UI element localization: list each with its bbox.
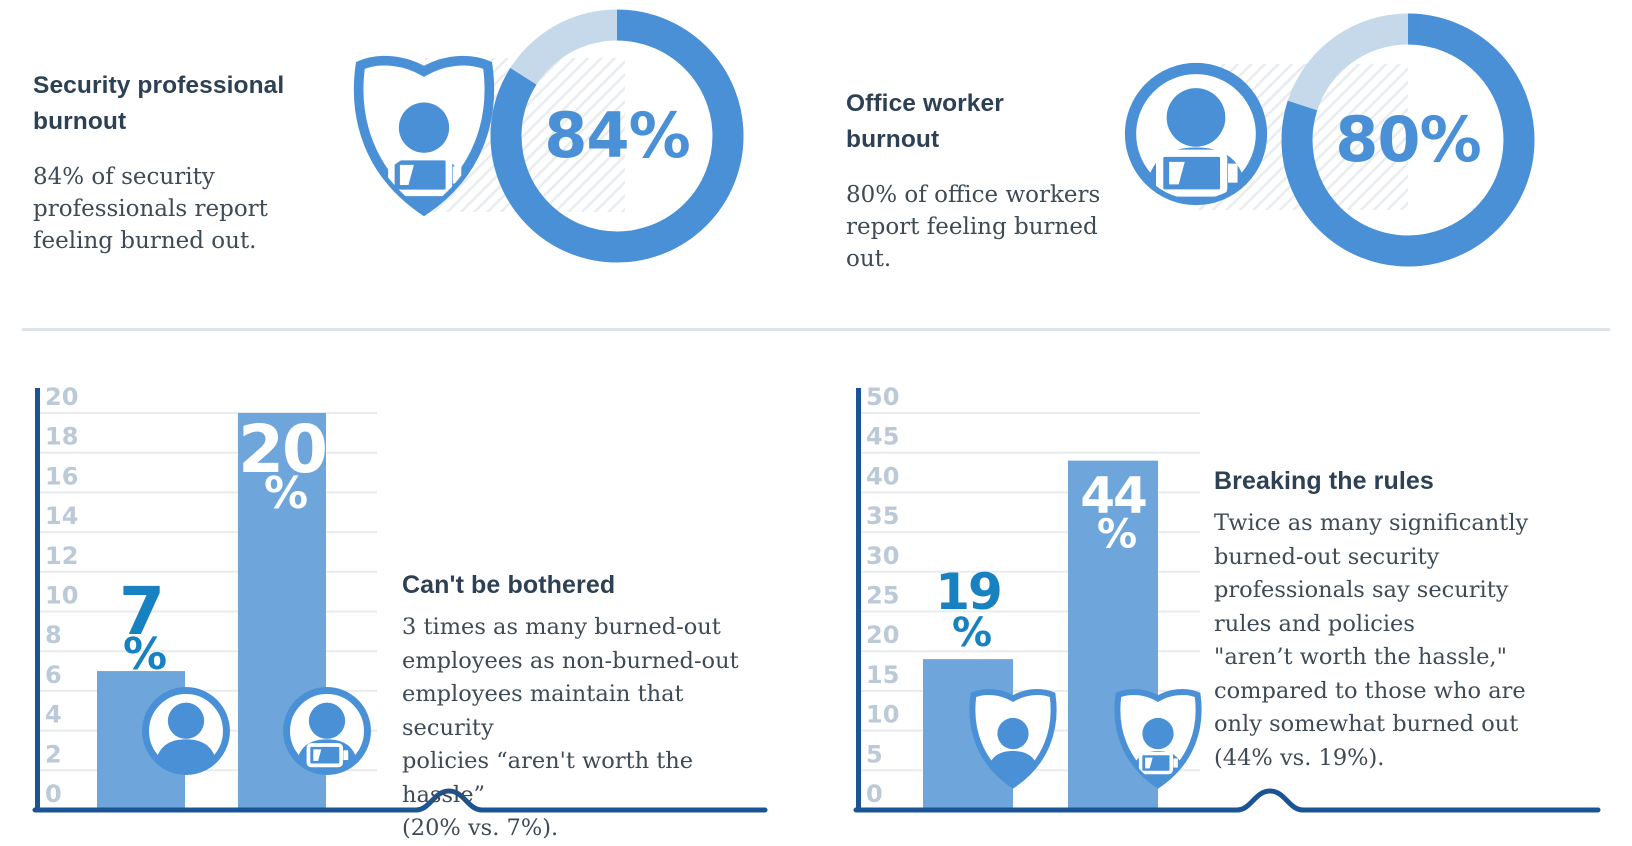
- person-circle-low-battery-icon: [283, 687, 371, 775]
- y-tick-label: 10: [866, 701, 899, 729]
- bar-value-label: 19: [935, 563, 1001, 621]
- y-tick-label: 16: [45, 462, 78, 490]
- bar-percent-label: %: [1097, 512, 1137, 558]
- y-tick-label: 18: [45, 423, 78, 451]
- y-tick-label: 0: [866, 780, 883, 808]
- y-tick-label: 40: [866, 462, 899, 490]
- y-tick-label: 30: [866, 542, 899, 570]
- person-icon: [381, 102, 467, 205]
- person-icon: [986, 717, 1040, 782]
- y-tick-label: 6: [45, 661, 62, 689]
- y-tick-label: 2: [45, 740, 62, 768]
- y-tick-label: 45: [866, 423, 899, 451]
- y-tick-label: 5: [866, 740, 883, 768]
- bar-percent-label: %: [952, 610, 992, 656]
- donut-value-ring: [1281, 13, 1535, 267]
- stat-block-office: Office worker burnout 80% of office work…: [846, 66, 1146, 275]
- bar-value-label: 20: [238, 411, 326, 488]
- y-tick-label: 20: [45, 383, 78, 411]
- y-tick-label: 12: [45, 542, 78, 570]
- shield-person-low-battery-icon: [1114, 688, 1202, 789]
- donut-chart-security: [490, 9, 744, 263]
- burnout-infographic: { "colors": { "primary_blue": "#4a90d6",…: [22, 9, 1610, 841]
- caption-body: 3 times as many burned-out employees as …: [402, 614, 739, 841]
- shield-person-low-battery-icon: [353, 55, 495, 217]
- person-circle-icon: [142, 687, 230, 775]
- y-tick-label: 0: [45, 780, 62, 808]
- y-tick-label: 10: [45, 582, 78, 610]
- y-tick-label: 35: [866, 502, 899, 530]
- x-axis-baseline-with-break-marker: [853, 788, 1601, 813]
- person-icon: [1131, 717, 1185, 782]
- x-axis-baseline-with-break-marker: [32, 788, 768, 813]
- y-tick-label: 25: [866, 582, 899, 610]
- caption-heading: Can't be bothered: [402, 571, 616, 599]
- stat-body: 80% of office workers report feeling bur…: [846, 181, 1101, 272]
- caption-block-cant-be-bothered: Can't be bothered 3 times as many burned…: [402, 570, 762, 846]
- donut-value-label: 84%: [544, 99, 690, 172]
- bar-value-label: 44: [1080, 467, 1146, 525]
- low-battery-icon: [306, 743, 349, 768]
- y-tick-label: 8: [45, 621, 62, 649]
- y-tick-label: 4: [45, 701, 62, 729]
- caption-body: Twice as many significantly burned-out s…: [1214, 510, 1529, 771]
- y-tick-label: 20: [866, 621, 899, 649]
- person-circle-low-battery-icon: [1124, 62, 1268, 206]
- low-battery-icon: [1156, 149, 1238, 197]
- stat-body: 84% of security professionals report fee…: [33, 163, 268, 254]
- caption-block-breaking-the-rules: Breaking the rules Twice as many signifi…: [1214, 466, 1594, 775]
- donut-value-ring: [490, 9, 744, 263]
- y-tick-label: 15: [866, 661, 899, 689]
- section-divider: [22, 328, 1610, 331]
- donut-value-label: 80%: [1335, 103, 1481, 176]
- stat-heading: Office worker burnout: [846, 90, 1004, 154]
- person-icon: [154, 702, 218, 772]
- shield-person-icon: [969, 688, 1057, 789]
- person-icon: [1144, 88, 1248, 200]
- y-tick-label: 14: [45, 502, 78, 530]
- low-battery-icon: [388, 153, 462, 197]
- bar-value-label: 7: [119, 573, 163, 650]
- caption-heading: Breaking the rules: [1214, 467, 1434, 495]
- low-battery-icon: [1138, 751, 1178, 775]
- bar-percent-label: %: [264, 468, 308, 519]
- person-icon: [295, 702, 359, 772]
- donut-chart-office: [1281, 13, 1535, 267]
- bar-percent-label: %: [123, 629, 167, 680]
- stat-heading: Security professional burnout: [33, 72, 285, 136]
- stat-block-security: Security professional burnout 84% of sec…: [33, 48, 333, 257]
- y-tick-label: 50: [866, 383, 899, 411]
